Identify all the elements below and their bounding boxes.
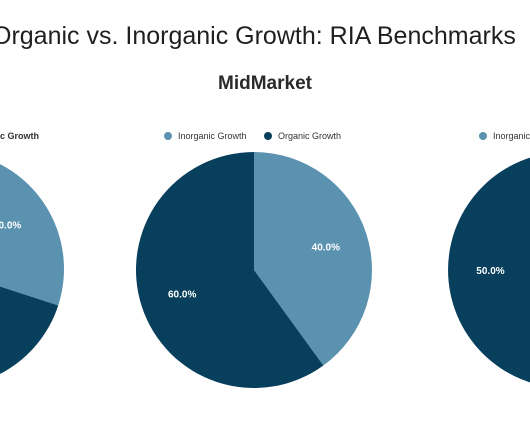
legend-marker-inorganic (164, 132, 172, 140)
pie-slice-inorganic (0, 164, 64, 306)
legend-marker-organic (264, 132, 272, 140)
pie-chart-2: 40.0% 60.0% (136, 152, 372, 389)
slice-data-label: 40.0% (312, 243, 340, 254)
pie-slice-organic (136, 152, 324, 389)
pie-slice-organic (0, 286, 59, 374)
slice-data-label: 50.0% (476, 266, 504, 277)
legend-label: c Growth (0, 131, 39, 141)
pie-chart-3: 50.0% (448, 157, 530, 383)
slice-data-label: 60.0% (168, 289, 196, 300)
pie-slice-organic (448, 157, 530, 383)
page-title: Organic vs. Inorganic Growth: RIA Benchm… (0, 22, 516, 50)
legend-label: Organic Growth (278, 131, 341, 141)
chart-subtitle: MidMarket (218, 73, 312, 94)
slice-data-label: 30.0% (0, 221, 21, 232)
pie-slice-inorganic (254, 152, 372, 366)
pie-chart-1: 30.0% (0, 164, 64, 374)
legend-marker-inorganic (479, 132, 487, 140)
legend-label: Inorganic Growth (178, 131, 247, 141)
legend-label: Inorganic (493, 131, 530, 141)
